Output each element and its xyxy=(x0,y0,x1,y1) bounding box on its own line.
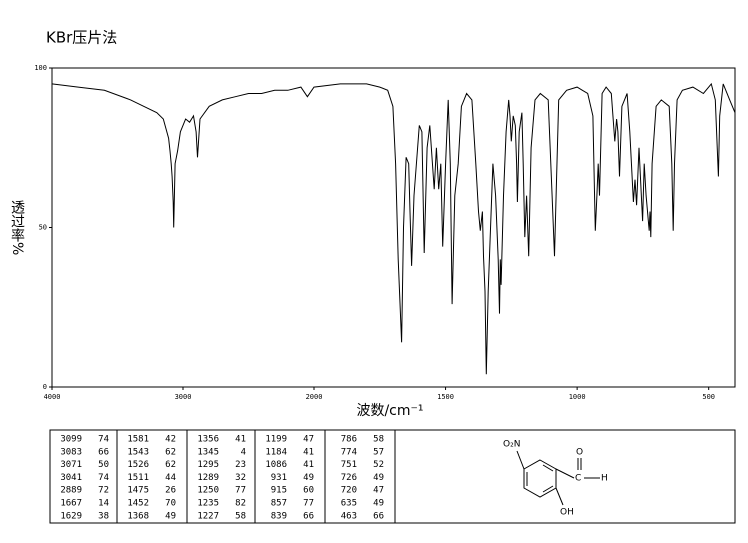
table-cell: 1289 xyxy=(197,473,219,483)
table-cell: 3071 xyxy=(60,460,82,470)
table-cell: 2889 xyxy=(60,486,82,496)
table-cell: 463 xyxy=(341,511,357,521)
table-cell: 49 xyxy=(373,499,384,509)
table-cell: 70 xyxy=(165,499,176,509)
table-cell: 49 xyxy=(165,511,176,521)
table-cell: 62 xyxy=(165,447,176,457)
table-cell: 41 xyxy=(303,447,314,457)
table-cell: 58 xyxy=(235,511,246,521)
atom-label: H xyxy=(601,474,608,484)
table-cell: 66 xyxy=(373,511,384,521)
atom-label: O₂N xyxy=(503,440,520,450)
table-cell: 47 xyxy=(373,486,384,496)
table-frame xyxy=(49,429,736,524)
table-cell: 26 xyxy=(165,486,176,496)
chart-title: KBr压片法 xyxy=(46,29,117,47)
x-axis-label: 波数/cm⁻¹ xyxy=(356,403,423,419)
x-tick-label: 2000 xyxy=(306,393,323,401)
table-cell: 1235 xyxy=(197,499,219,509)
table-cell: 42 xyxy=(165,435,176,445)
table-cell: 72 xyxy=(98,486,109,496)
spectrum-line xyxy=(51,82,736,375)
table-cell: 32 xyxy=(235,473,246,483)
table-cell: 60 xyxy=(303,486,314,496)
table-cell: 41 xyxy=(235,435,246,445)
table-cell: 3041 xyxy=(60,473,82,483)
x-tick-label: 1000 xyxy=(569,393,586,401)
table-cell: 1250 xyxy=(197,486,219,496)
atom-label: OH xyxy=(560,508,574,518)
table-cell: 52 xyxy=(373,460,384,470)
x-tick-label: 1500 xyxy=(437,393,454,401)
table-cell: 3099 xyxy=(60,435,82,445)
table-cell: 77 xyxy=(303,499,314,509)
table-dividers xyxy=(116,430,396,523)
table-cell: 62 xyxy=(165,460,176,470)
table-cell: 1356 xyxy=(197,435,219,445)
structure-bonds xyxy=(516,450,600,506)
table-cell: 915 xyxy=(271,486,287,496)
table-cell: 1526 xyxy=(127,460,149,470)
table-cell: 786 xyxy=(341,435,357,445)
table-cell: 41 xyxy=(303,460,314,470)
table-cell: 82 xyxy=(235,499,246,509)
table-cell: 1667 xyxy=(60,499,82,509)
table-cell: 38 xyxy=(98,511,109,521)
table-cell: 66 xyxy=(303,511,314,521)
table-cell: 1199 xyxy=(265,435,287,445)
table-cell: 74 xyxy=(98,473,109,483)
y-tick-label: 0 xyxy=(43,383,47,391)
table-cell: 635 xyxy=(341,499,357,509)
table-cell: 774 xyxy=(341,447,357,457)
table-cell: 1345 xyxy=(197,447,219,457)
x-tick-label: 4000 xyxy=(44,393,61,401)
table-cell: 49 xyxy=(373,473,384,483)
table-cell: 751 xyxy=(341,460,357,470)
table-cell: 1295 xyxy=(197,460,219,470)
table-cell: 1543 xyxy=(127,447,149,457)
table-cell: 3083 xyxy=(60,447,82,457)
y-tick-label: 100 xyxy=(34,64,47,72)
table-cell: 58 xyxy=(373,435,384,445)
structure: O₂N C O H OH xyxy=(503,440,608,518)
table-cell: 44 xyxy=(165,473,176,483)
x-tick-label: 500 xyxy=(702,393,715,401)
table-cell: 14 xyxy=(98,499,109,509)
table-cell: 720 xyxy=(341,486,357,496)
y-axis-label: 透过率% xyxy=(9,200,25,255)
table-cell: 50 xyxy=(98,460,109,470)
table-cell: 1227 xyxy=(197,511,219,521)
table-cell: 1452 xyxy=(127,499,149,509)
table-cell: 57 xyxy=(373,447,384,457)
table-cell: 931 xyxy=(271,473,287,483)
table-cell: 726 xyxy=(341,473,357,483)
table-cell: 23 xyxy=(235,460,246,470)
table-cell: 74 xyxy=(98,435,109,445)
table-cell: 1184 xyxy=(265,447,287,457)
table-cell: 857 xyxy=(271,499,287,509)
table-cell: 4 xyxy=(241,447,246,457)
atom-label: O xyxy=(576,448,583,458)
table-cell: 66 xyxy=(98,447,109,457)
table-cell: 1511 xyxy=(127,473,149,483)
table-cell: 1368 xyxy=(127,511,149,521)
table-cell: 49 xyxy=(303,473,314,483)
table-cell: 1629 xyxy=(60,511,82,521)
table-cell: 47 xyxy=(303,435,314,445)
atom-label: C xyxy=(575,474,581,484)
table-cell: 1581 xyxy=(127,435,149,445)
table-cell: 1475 xyxy=(127,486,149,496)
y-tick-label: 50 xyxy=(39,224,47,232)
table-cell: 839 xyxy=(271,511,287,521)
table-cell: 77 xyxy=(235,486,246,496)
x-tick-label: 3000 xyxy=(175,393,192,401)
table-cell: 1086 xyxy=(265,460,287,470)
